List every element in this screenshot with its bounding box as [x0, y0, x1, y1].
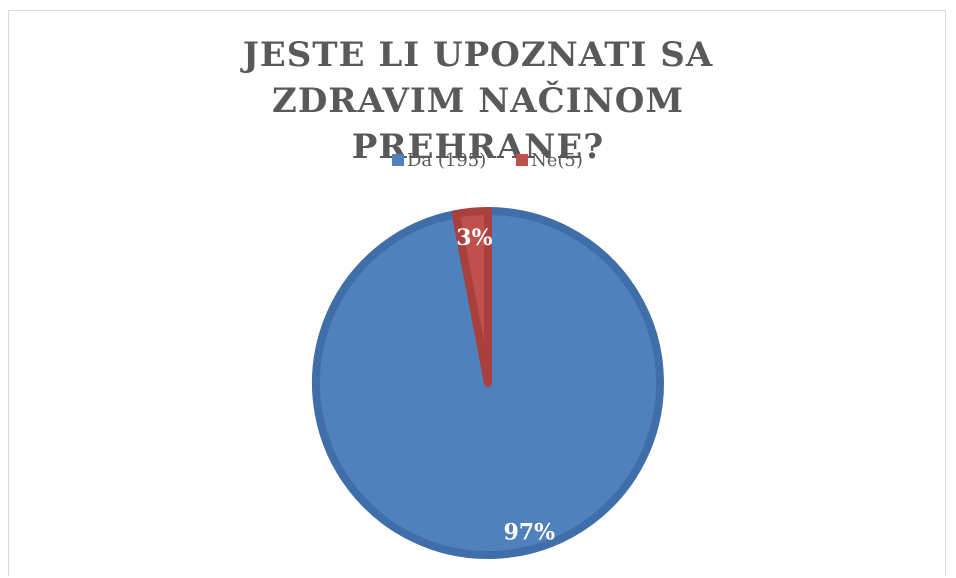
legend-label: Da (195) — [407, 150, 486, 171]
legend-swatch — [516, 154, 528, 166]
chart-title: JESTE LI UPOZNATI SA ZDRAVIM NAČINOM PRE… — [242, 35, 714, 167]
chart-frame — [8, 10, 946, 576]
legend-swatch — [392, 154, 404, 166]
pie-slice — [312, 207, 664, 559]
title-box: JESTE LI UPOZNATI SA ZDRAVIM NAČINOM PRE… — [0, 32, 956, 170]
data-label: 97% — [503, 520, 555, 546]
pie-slice — [451, 207, 492, 387]
data-label: 3% — [456, 225, 492, 251]
legend-label: Ne(5) — [531, 150, 583, 171]
